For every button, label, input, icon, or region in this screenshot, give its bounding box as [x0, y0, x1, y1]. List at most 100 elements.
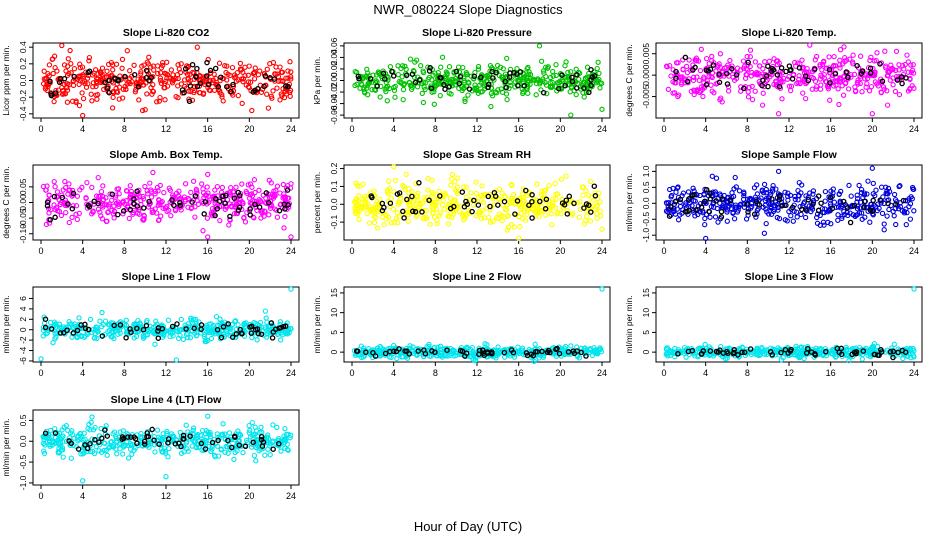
highlight-point — [127, 206, 134, 213]
data-point — [277, 97, 283, 103]
data-point — [891, 341, 897, 347]
data-point — [597, 213, 604, 219]
data-point — [444, 72, 450, 78]
data-point — [257, 319, 264, 326]
data-point — [569, 210, 576, 216]
data-point — [752, 59, 759, 65]
data-point — [901, 66, 907, 72]
x-tick-label: 8 — [122, 246, 127, 256]
data-point — [749, 96, 756, 103]
data-point — [767, 73, 773, 80]
data-point — [810, 75, 817, 82]
highlight-point — [480, 347, 486, 353]
data-point — [576, 214, 582, 220]
data-point — [691, 198, 697, 204]
highlight-point — [262, 73, 269, 79]
x-tick-label: 20 — [244, 491, 254, 501]
data-point — [841, 212, 847, 218]
data-point — [177, 69, 184, 76]
data-point — [367, 206, 373, 213]
highlight-point — [387, 200, 394, 206]
data-point — [127, 80, 133, 87]
data-point — [76, 102, 83, 109]
data-point — [439, 202, 446, 208]
data-point — [247, 192, 253, 198]
data-point — [745, 212, 751, 218]
x-tick-label: 16 — [826, 124, 836, 134]
highlight-point — [404, 196, 410, 203]
highlight-point — [453, 68, 460, 75]
data-point — [690, 185, 696, 191]
data-point — [835, 212, 841, 218]
highlight-point — [571, 200, 577, 207]
data-point — [67, 47, 73, 54]
data-point — [440, 197, 446, 204]
y-axis-label: ml/min per min. — [312, 295, 322, 353]
highlight-point — [95, 200, 101, 207]
data-point — [452, 187, 459, 193]
data-point — [119, 95, 126, 101]
highlight-point — [278, 324, 284, 331]
outlier-point — [775, 111, 782, 117]
data-point — [715, 219, 721, 225]
data-point — [819, 346, 825, 353]
data-point — [761, 181, 768, 188]
data-point — [62, 197, 69, 203]
highlight-point — [815, 193, 822, 199]
data-point — [423, 216, 429, 222]
data-point — [558, 176, 564, 182]
highlight-point — [588, 66, 594, 73]
data-point — [881, 221, 887, 227]
y-tick-label: 0 — [641, 349, 651, 354]
highlight-point — [380, 70, 387, 77]
data-point — [214, 184, 221, 190]
data-point — [800, 90, 806, 96]
y-axis-label: ml/min per min. — [624, 295, 634, 353]
data-point — [270, 88, 276, 94]
data-point — [54, 189, 61, 195]
highlight-point — [111, 322, 117, 329]
data-point — [459, 211, 465, 217]
data-point — [66, 181, 72, 187]
data-point — [252, 189, 258, 196]
data-point — [846, 182, 852, 189]
data-point — [260, 445, 266, 452]
data-point — [228, 185, 234, 191]
data-point — [907, 216, 914, 222]
data-point — [280, 181, 286, 188]
data-point — [542, 212, 549, 218]
data-point — [448, 176, 455, 182]
data-point — [218, 447, 224, 453]
highlight-point — [544, 349, 551, 356]
data-point — [782, 217, 788, 223]
highlight-point — [774, 72, 781, 78]
x-tick-label: 4 — [391, 368, 396, 378]
data-point — [685, 189, 692, 195]
data-point — [536, 355, 542, 361]
data-point — [203, 437, 209, 444]
highlight-point — [134, 325, 140, 332]
highlight-point — [588, 77, 594, 83]
figure-x-axis-label: Hour of Day (UTC) — [414, 519, 522, 534]
data-point — [438, 81, 444, 87]
data-point — [223, 69, 229, 76]
highlight-point — [280, 323, 287, 330]
data-point — [893, 48, 900, 55]
highlight-point — [730, 350, 737, 357]
highlight-point — [481, 352, 487, 359]
highlight-point — [189, 61, 196, 68]
highlight-point — [42, 316, 49, 322]
data-point — [667, 186, 673, 193]
x-tick-label: 4 — [80, 124, 85, 134]
data-point — [140, 332, 146, 339]
data-point — [817, 61, 823, 68]
highlight-point — [836, 349, 842, 356]
data-point — [595, 59, 601, 65]
x-tick-label: 8 — [433, 124, 438, 134]
data-point — [395, 71, 401, 78]
data-point — [393, 215, 399, 221]
highlight-point — [447, 205, 454, 212]
data-point — [517, 224, 523, 230]
data-point — [691, 88, 698, 94]
